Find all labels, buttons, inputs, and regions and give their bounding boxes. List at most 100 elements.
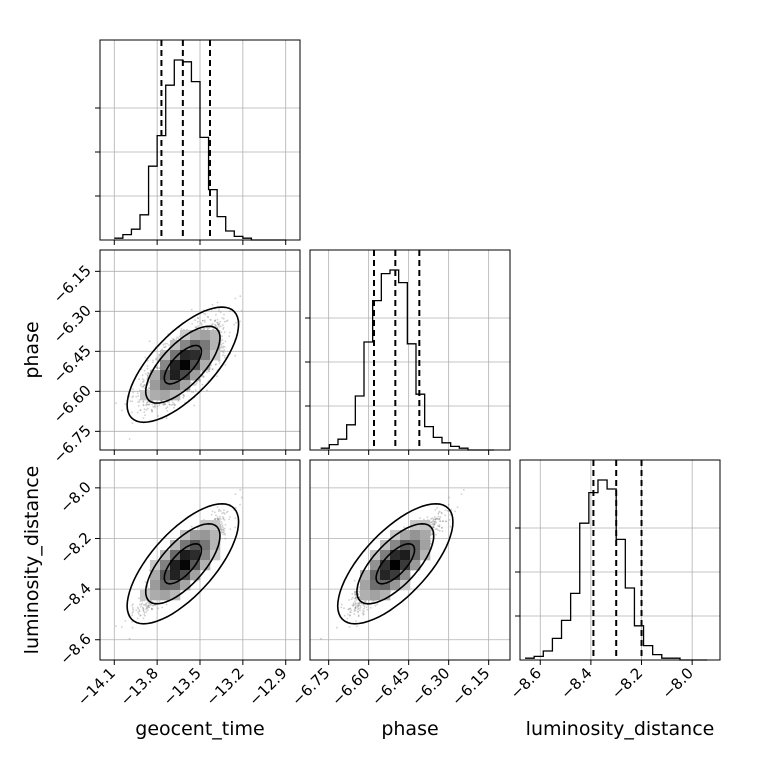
sample-point (221, 523, 223, 525)
sample-point (137, 395, 140, 397)
sample-point (216, 321, 219, 324)
density-cell (160, 350, 171, 361)
sample-point (136, 411, 139, 414)
density-cell (160, 360, 171, 371)
sample-point (161, 606, 164, 609)
sample-point (239, 503, 241, 506)
sample-point (136, 617, 139, 620)
sample-point (132, 608, 135, 611)
sample-point (151, 607, 153, 610)
sample-point (220, 531, 223, 534)
sample-point (147, 604, 150, 607)
histogram-panel-geocent_time (95, 39, 301, 241)
sample-point (146, 374, 149, 377)
sample-point (234, 354, 237, 357)
sample-point (224, 357, 226, 359)
sample-point (140, 383, 143, 385)
sample-point (210, 513, 213, 516)
sample-point (137, 401, 140, 403)
sample-point (220, 526, 222, 528)
sample-point (153, 405, 156, 408)
sample-point (239, 489, 242, 491)
sample-point (147, 372, 150, 375)
sample-point (156, 367, 159, 369)
sample-point (146, 607, 149, 609)
sample-point (131, 620, 133, 623)
sample-point (164, 342, 166, 345)
sample-point (148, 387, 150, 389)
sample-point (221, 335, 223, 337)
sample-point (221, 339, 224, 341)
sample-point (209, 318, 212, 321)
sample-point (195, 382, 198, 385)
sample-point (203, 319, 206, 322)
sample-point (139, 614, 142, 617)
sample-point (146, 606, 148, 609)
sample-point (148, 387, 151, 390)
sample-point (202, 376, 205, 378)
sample-point (139, 409, 142, 411)
sample-point (144, 372, 147, 375)
sample-point (148, 403, 150, 406)
sample-point (223, 349, 226, 351)
sample-point (207, 370, 210, 373)
sample-point (192, 391, 195, 393)
sample-point (148, 340, 151, 343)
sample-point (146, 403, 149, 406)
sample-point (220, 331, 223, 334)
sample-point (224, 537, 227, 540)
sample-point (131, 612, 134, 614)
sample-point (148, 602, 151, 605)
sample-point (143, 369, 146, 372)
sample-point (151, 410, 153, 413)
sample-point (219, 311, 222, 314)
density-cell (180, 360, 191, 371)
sample-point (224, 340, 227, 343)
sample-point (234, 493, 237, 495)
sample-point (173, 404, 176, 406)
sample-point (156, 365, 158, 368)
sample-point (171, 399, 173, 402)
sample-point (191, 323, 194, 325)
sample-point (228, 331, 231, 334)
sample-point (139, 600, 142, 602)
sample-point (132, 610, 135, 613)
sample-point (215, 363, 218, 366)
sample-point (163, 346, 165, 348)
sample-point (217, 324, 220, 326)
sample-point (151, 403, 154, 406)
sample-point (194, 389, 197, 391)
contour-2sigma (144, 325, 221, 404)
sample-point (218, 510, 220, 512)
sample-point (228, 518, 231, 521)
sample-point (166, 342, 169, 345)
density-cell (190, 350, 201, 361)
sample-point (146, 365, 149, 367)
sample-point (224, 524, 227, 526)
sample-point (138, 603, 141, 606)
sample-point (226, 510, 229, 513)
density-cell (210, 340, 221, 351)
sample-point (171, 403, 174, 406)
sample-point (213, 319, 216, 322)
sample-point (128, 438, 131, 440)
sample-point (164, 403, 167, 405)
sample-point (222, 354, 224, 357)
sample-point (223, 313, 225, 316)
sample-point (152, 359, 155, 362)
sample-point (145, 404, 147, 407)
sample-point (115, 402, 117, 404)
density-cell (190, 330, 201, 341)
density-cell (170, 340, 181, 351)
sample-point (197, 317, 199, 319)
sample-point (222, 326, 225, 329)
sample-point (210, 364, 212, 366)
panel-frame (519, 459, 721, 661)
sample-point (182, 396, 185, 399)
sample-point (195, 326, 198, 329)
sample-point (206, 371, 208, 374)
sample-point (224, 533, 226, 536)
sample-point (219, 515, 222, 518)
density-cell (170, 370, 181, 381)
sample-point (137, 613, 140, 615)
